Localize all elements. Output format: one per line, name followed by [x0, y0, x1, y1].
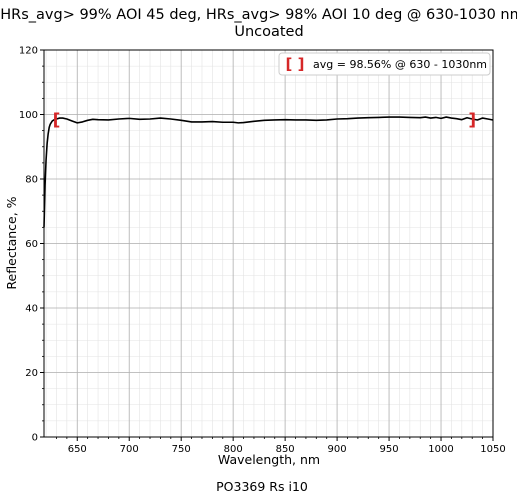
- range-start-marker: [: [53, 110, 61, 130]
- legend-label: avg = 98.56% @ 630 - 1030nm: [313, 58, 487, 71]
- range-end-marker: ]: [468, 110, 476, 130]
- x-tick-label: 750: [172, 444, 191, 455]
- legend: [ ] avg = 98.56% @ 630 - 1030nm: [278, 52, 491, 76]
- y-tick-label: 20: [25, 368, 38, 379]
- chart-title: HRs_avg> 99% AOI 45 deg, HRs_avg> 98% AO…: [0, 7, 517, 23]
- x-tick-label: 650: [68, 444, 87, 455]
- y-tick-label: 40: [25, 304, 38, 315]
- y-tick-label: 100: [19, 110, 38, 121]
- x-tick-label: 1050: [480, 444, 505, 455]
- y-axis-label: Reflectance, %: [4, 196, 19, 289]
- x-tick-label: 1000: [428, 444, 453, 455]
- chart-subtitle: Uncoated: [234, 24, 303, 40]
- y-tick-label: 120: [19, 46, 38, 57]
- footer-caption: PO3369 Rs i10: [216, 479, 308, 494]
- x-tick-label: 800: [224, 444, 243, 455]
- x-tick-label: 900: [328, 444, 347, 455]
- legend-marker: [ ]: [286, 55, 305, 73]
- series-line: [43, 116, 494, 228]
- x-tick-label: 950: [380, 444, 399, 455]
- axis-ticks: 650 700 750 800 850 900 950 1000 1050 0 20 40 60 80 10…: [19, 46, 506, 456]
- y-tick-label: 60: [25, 239, 38, 250]
- x-axis-label: Wavelength, nm: [218, 452, 320, 467]
- x-tick-label: 700: [120, 444, 139, 455]
- y-tick-label: 0: [32, 433, 38, 444]
- y-tick-label: 80: [25, 175, 38, 186]
- x-tick-label: 850: [276, 444, 295, 455]
- grid: [44, 49, 494, 438]
- legend-box: [278, 52, 491, 76]
- plot-area: [ ] 650 700 750 800 850 900 950 1000 1050 0 20 40 60…: [19, 46, 506, 456]
